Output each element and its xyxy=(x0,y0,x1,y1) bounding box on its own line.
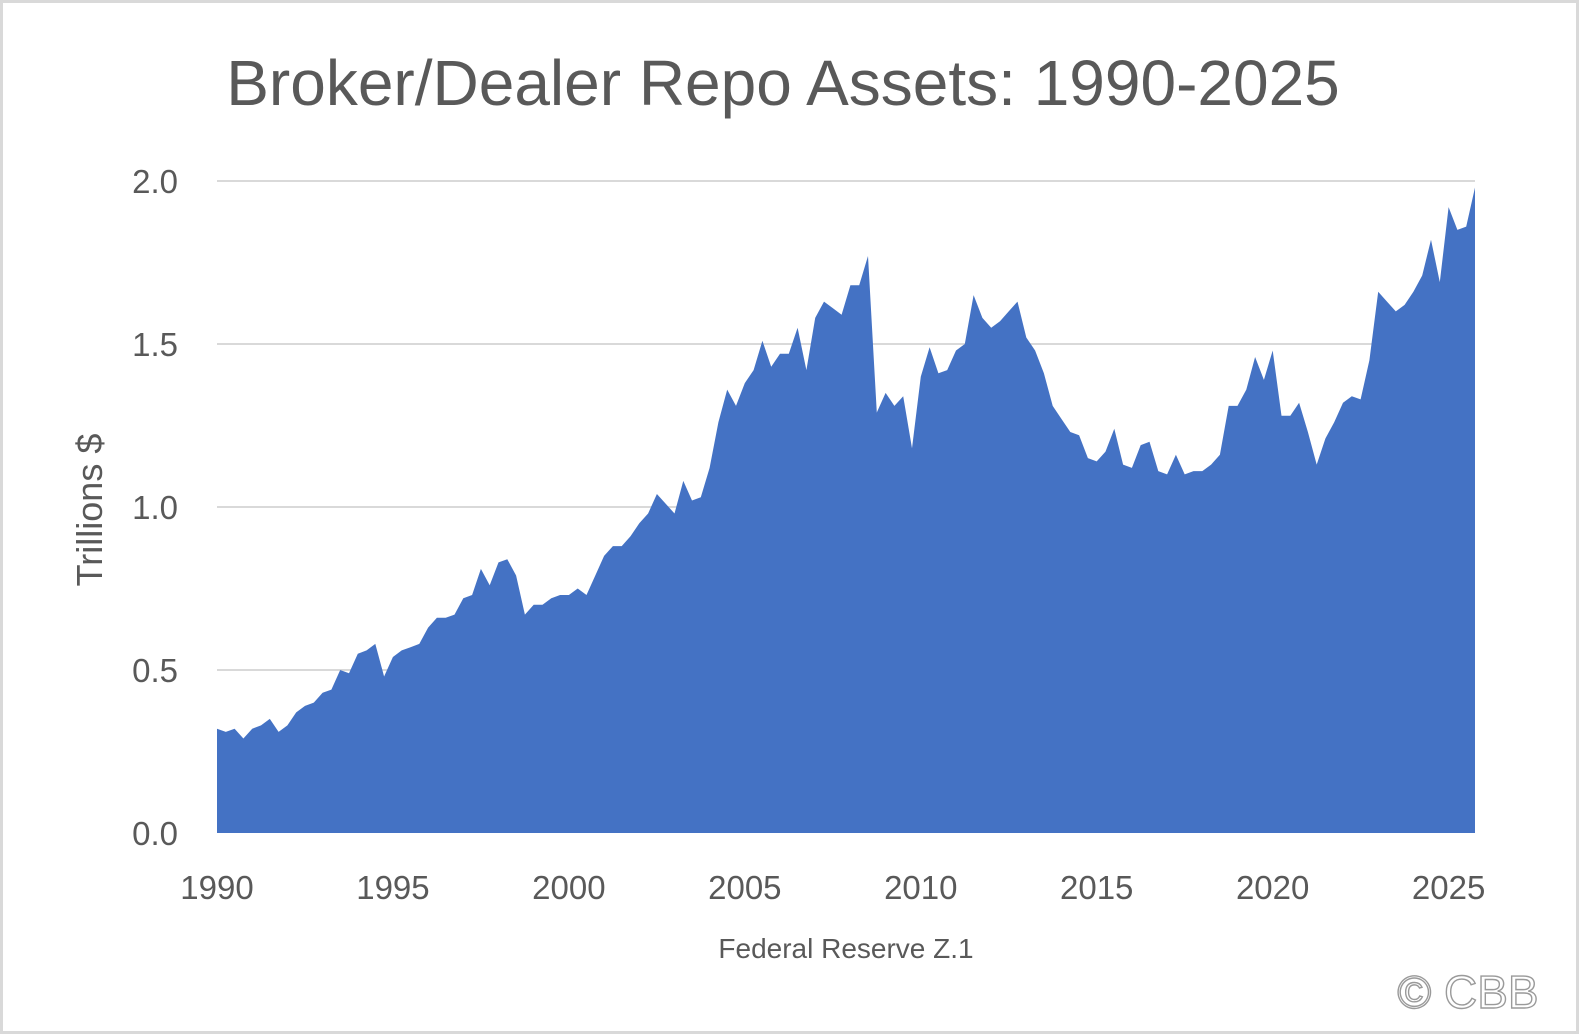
x-tick-label: 2000 xyxy=(532,869,605,906)
y-axis: 0.0 0.5 1.0 1.5 2.0 xyxy=(132,163,178,852)
watermark-text: © CBB xyxy=(1397,966,1538,1018)
x-tick-label: 2015 xyxy=(1060,869,1133,906)
x-tick-label: 2020 xyxy=(1236,869,1309,906)
plot-area xyxy=(217,187,1475,833)
x-tick-label: 1990 xyxy=(180,869,253,906)
x-tick-label: 2025 xyxy=(1412,869,1485,906)
chart-title: Broker/Dealer Repo Assets: 1990-2025 xyxy=(226,47,1340,119)
x-tick-label: 2010 xyxy=(884,869,957,906)
x-axis-title: Federal Reserve Z.1 xyxy=(718,933,973,964)
y-tick-label: 1.5 xyxy=(132,326,178,363)
y-tick-label: 2.0 xyxy=(132,163,178,200)
y-tick-label: 0.5 xyxy=(132,652,178,689)
area-series-0 xyxy=(217,187,1475,833)
x-tick-label: 2005 xyxy=(708,869,781,906)
x-tick-label: 1995 xyxy=(356,869,429,906)
x-axis: 1990 1995 2000 2005 2010 2015 2020 2025 xyxy=(180,869,1485,906)
y-axis-title: Trillions $ xyxy=(69,434,110,587)
y-tick-label: 1.0 xyxy=(132,489,178,526)
y-tick-label: 0.0 xyxy=(132,815,178,852)
